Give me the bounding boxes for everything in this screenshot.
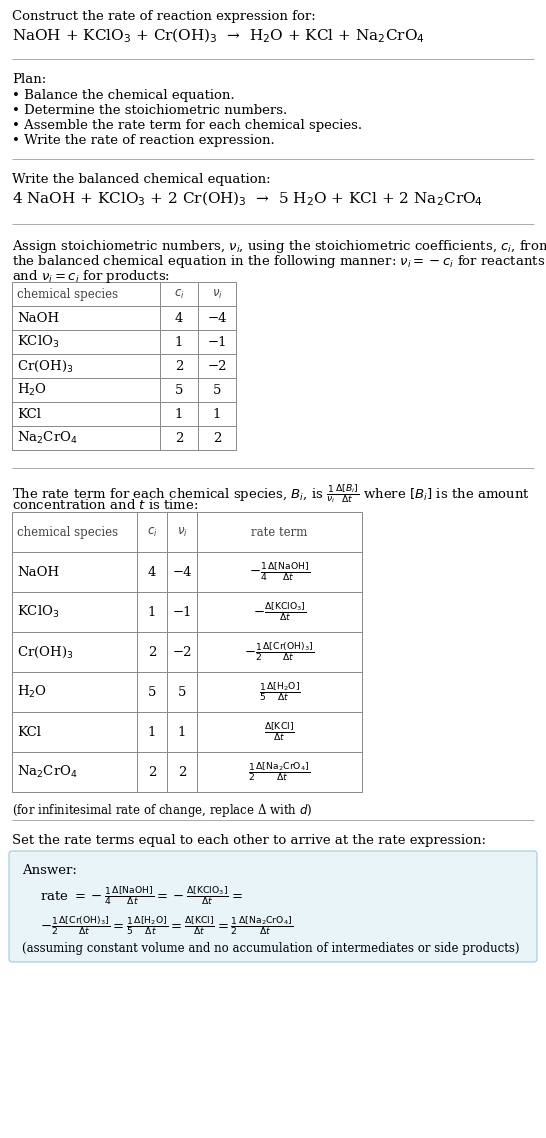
Text: 1: 1 <box>148 605 156 618</box>
Text: $\nu_i$: $\nu_i$ <box>176 526 187 538</box>
Text: $-\frac{1}{2}\frac{\Delta[\mathrm{Cr(OH)_3}]}{\Delta t} = \frac{1}{5}\frac{\Delt: $-\frac{1}{2}\frac{\Delta[\mathrm{Cr(OH)… <box>40 914 293 937</box>
Text: 1: 1 <box>175 407 183 421</box>
Text: −1: −1 <box>207 336 227 348</box>
Text: −2: −2 <box>207 360 227 372</box>
Text: (assuming constant volume and no accumulation of intermediates or side products): (assuming constant volume and no accumul… <box>22 942 519 955</box>
Text: H$_2$O: H$_2$O <box>17 382 47 398</box>
Text: Write the balanced chemical equation:: Write the balanced chemical equation: <box>12 173 271 185</box>
Text: 5: 5 <box>175 384 183 396</box>
Text: H$_2$O: H$_2$O <box>17 684 47 700</box>
Text: $\frac{1}{2}\frac{\Delta[\mathrm{Na_2CrO_4}]}{\Delta t}$: $\frac{1}{2}\frac{\Delta[\mathrm{Na_2CrO… <box>248 760 311 783</box>
Text: 1: 1 <box>178 726 186 739</box>
Text: Answer:: Answer: <box>22 864 77 877</box>
Text: 5: 5 <box>148 685 156 699</box>
Text: 4 NaOH + KClO$_3$ + 2 Cr(OH)$_3$  →  5 H$_2$O + KCl + 2 Na$_2$CrO$_4$: 4 NaOH + KClO$_3$ + 2 Cr(OH)$_3$ → 5 H$_… <box>12 190 483 208</box>
Text: 2: 2 <box>213 431 221 445</box>
Text: KCl: KCl <box>17 407 41 421</box>
Text: Set the rate terms equal to each other to arrive at the rate expression:: Set the rate terms equal to each other t… <box>12 834 486 847</box>
Text: $-\frac{1}{4}\frac{\Delta[\mathrm{NaOH}]}{\Delta t}$: $-\frac{1}{4}\frac{\Delta[\mathrm{NaOH}]… <box>249 561 310 583</box>
Text: 2: 2 <box>175 360 183 372</box>
Text: $c_i$: $c_i$ <box>147 526 157 538</box>
Bar <box>12 282 236 450</box>
Text: Assign stoichiometric numbers, $\nu_i$, using the stoichiometric coefficients, $: Assign stoichiometric numbers, $\nu_i$, … <box>12 238 546 255</box>
Text: $\nu_i$: $\nu_i$ <box>212 288 222 300</box>
Text: 1: 1 <box>213 407 221 421</box>
Text: 2: 2 <box>148 766 156 778</box>
Text: chemical species: chemical species <box>17 526 118 538</box>
Text: Na$_2$CrO$_4$: Na$_2$CrO$_4$ <box>17 764 78 780</box>
Text: $-\frac{1}{2}\frac{\Delta[\mathrm{Cr(OH)_3}]}{\Delta t}$: $-\frac{1}{2}\frac{\Delta[\mathrm{Cr(OH)… <box>244 641 314 663</box>
Text: 2: 2 <box>175 431 183 445</box>
Text: NaOH: NaOH <box>17 566 59 578</box>
Text: −1: −1 <box>172 605 192 618</box>
Text: $\frac{1}{5}\frac{\Delta[\mathrm{H_2O}]}{\Delta t}$: $\frac{1}{5}\frac{\Delta[\mathrm{H_2O}]}… <box>259 681 300 703</box>
Text: Construct the rate of reaction expression for:: Construct the rate of reaction expressio… <box>12 10 316 23</box>
Text: • Assemble the rate term for each chemical species.: • Assemble the rate term for each chemic… <box>12 119 362 132</box>
Text: $-\frac{\Delta[\mathrm{KClO_3}]}{\Delta t}$: $-\frac{\Delta[\mathrm{KClO_3}]}{\Delta … <box>253 601 306 624</box>
Text: 5: 5 <box>178 685 186 699</box>
Text: $c_i$: $c_i$ <box>174 288 185 300</box>
Text: 1: 1 <box>175 336 183 348</box>
Text: NaOH: NaOH <box>17 312 59 324</box>
Text: the balanced chemical equation in the following manner: $\nu_i = -c_i$ for react: the balanced chemical equation in the fo… <box>12 253 545 270</box>
Text: • Determine the stoichiometric numbers.: • Determine the stoichiometric numbers. <box>12 104 287 117</box>
Text: −2: −2 <box>172 645 192 659</box>
Text: Cr(OH)$_3$: Cr(OH)$_3$ <box>17 644 74 660</box>
Text: KClO$_3$: KClO$_3$ <box>17 333 60 351</box>
Text: 4: 4 <box>148 566 156 578</box>
Text: 1: 1 <box>148 726 156 739</box>
Text: 2: 2 <box>148 645 156 659</box>
Text: Na$_2$CrO$_4$: Na$_2$CrO$_4$ <box>17 430 78 446</box>
Text: 5: 5 <box>213 384 221 396</box>
Text: KClO$_3$: KClO$_3$ <box>17 604 60 620</box>
Text: −4: −4 <box>172 566 192 578</box>
Text: NaOH + KClO$_3$ + Cr(OH)$_3$  →  H$_2$O + KCl + Na$_2$CrO$_4$: NaOH + KClO$_3$ + Cr(OH)$_3$ → H$_2$O + … <box>12 27 425 46</box>
Text: (for infinitesimal rate of change, replace Δ with $d$): (for infinitesimal rate of change, repla… <box>12 802 312 819</box>
Text: The rate term for each chemical species, $B_i$, is $\frac{1}{\nu_i}\frac{\Delta[: The rate term for each chemical species,… <box>12 483 530 505</box>
Text: −4: −4 <box>207 312 227 324</box>
Text: chemical species: chemical species <box>17 288 118 300</box>
Text: • Balance the chemical equation.: • Balance the chemical equation. <box>12 89 235 102</box>
Text: and $\nu_i = c_i$ for products:: and $\nu_i = c_i$ for products: <box>12 269 170 284</box>
Text: Plan:: Plan: <box>12 73 46 86</box>
Text: 2: 2 <box>178 766 186 778</box>
Text: Cr(OH)$_3$: Cr(OH)$_3$ <box>17 358 74 373</box>
Text: $\frac{\Delta[\mathrm{KCl}]}{\Delta t}$: $\frac{\Delta[\mathrm{KCl}]}{\Delta t}$ <box>264 721 295 743</box>
Bar <box>12 512 362 792</box>
Text: rate $= -\frac{1}{4}\frac{\Delta[\mathrm{NaOH}]}{\Delta t} = -\frac{\Delta[\math: rate $= -\frac{1}{4}\frac{\Delta[\mathrm… <box>40 884 242 907</box>
Text: rate term: rate term <box>251 526 308 538</box>
Text: 4: 4 <box>175 312 183 324</box>
Text: concentration and $t$ is time:: concentration and $t$ is time: <box>12 498 198 512</box>
Text: KCl: KCl <box>17 726 41 739</box>
Text: • Write the rate of reaction expression.: • Write the rate of reaction expression. <box>12 134 275 147</box>
FancyBboxPatch shape <box>9 851 537 962</box>
